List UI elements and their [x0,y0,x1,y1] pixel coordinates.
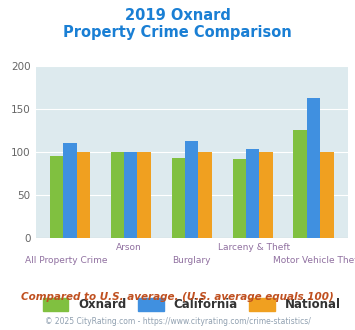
Bar [171,158,185,238]
Bar [50,156,63,238]
Bar [233,159,246,238]
Bar [307,98,320,238]
Text: All Property Crime: All Property Crime [26,256,108,265]
Text: Larceny & Theft: Larceny & Theft [218,243,290,251]
Bar [137,152,151,238]
Bar [246,149,260,238]
Bar [111,152,124,238]
Bar [124,152,137,238]
Text: Compared to U.S. average. (U.S. average equals 100): Compared to U.S. average. (U.S. average … [21,292,334,302]
Text: Burglary: Burglary [173,256,211,265]
Text: © 2025 CityRating.com - https://www.cityrating.com/crime-statistics/: © 2025 CityRating.com - https://www.city… [45,317,310,326]
Bar [198,152,212,238]
Text: Property Crime Comparison: Property Crime Comparison [63,25,292,40]
Bar [185,141,198,238]
Text: 2019 Oxnard: 2019 Oxnard [125,8,230,23]
Bar [77,152,90,238]
Text: Motor Vehicle Theft: Motor Vehicle Theft [273,256,355,265]
Bar [320,152,334,238]
Bar [260,152,273,238]
Text: Arson: Arson [116,243,142,251]
Bar [294,130,307,238]
Legend: Oxnard, California, National: Oxnard, California, National [43,298,341,312]
Bar [63,143,77,238]
